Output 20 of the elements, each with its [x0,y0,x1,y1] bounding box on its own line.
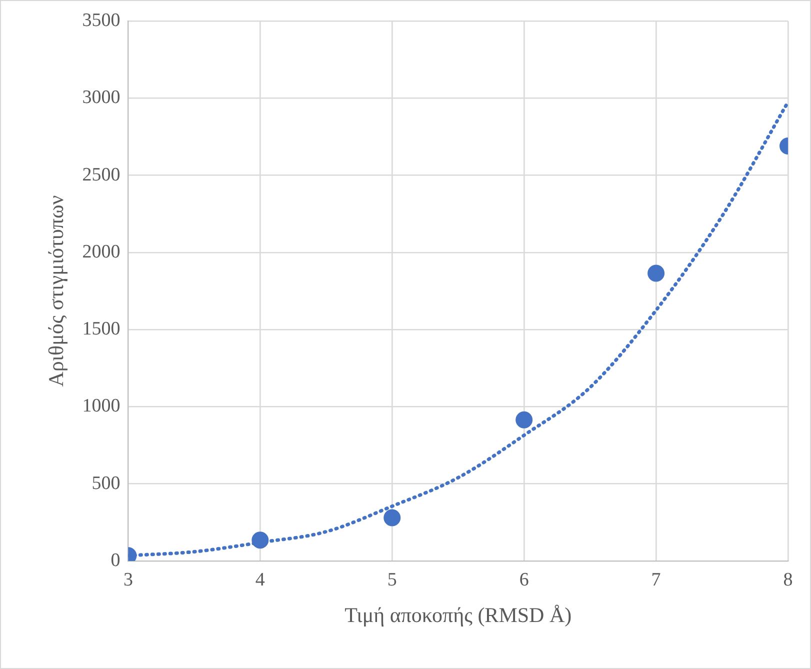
x-axis-title: Τιμή αποκοπής (RMSD Å) [344,602,572,627]
y-tick-label: 2000 [82,241,120,262]
x-tick-label: 6 [519,569,529,590]
x-tick-label: 7 [651,569,661,590]
y-tick-label: 3500 [82,10,120,31]
x-tick-label: 8 [783,569,793,590]
x-tick-label: 4 [255,569,266,590]
y-axis-title: Αριθμός στιγμιότυπων [44,195,68,387]
y-tick-label: 2500 [82,164,120,186]
point [384,509,401,526]
x-tick-label: 5 [387,569,397,590]
y-tick-label: 0 [110,550,120,571]
point [252,532,269,549]
y-tick-label: 1500 [82,318,120,340]
x-tick-label: 3 [123,569,133,590]
y-tick-label: 1000 [82,396,120,417]
y-tick-label: 3000 [82,87,120,108]
point [648,264,665,282]
y-tick-label: 500 [92,472,120,494]
point [516,411,533,428]
